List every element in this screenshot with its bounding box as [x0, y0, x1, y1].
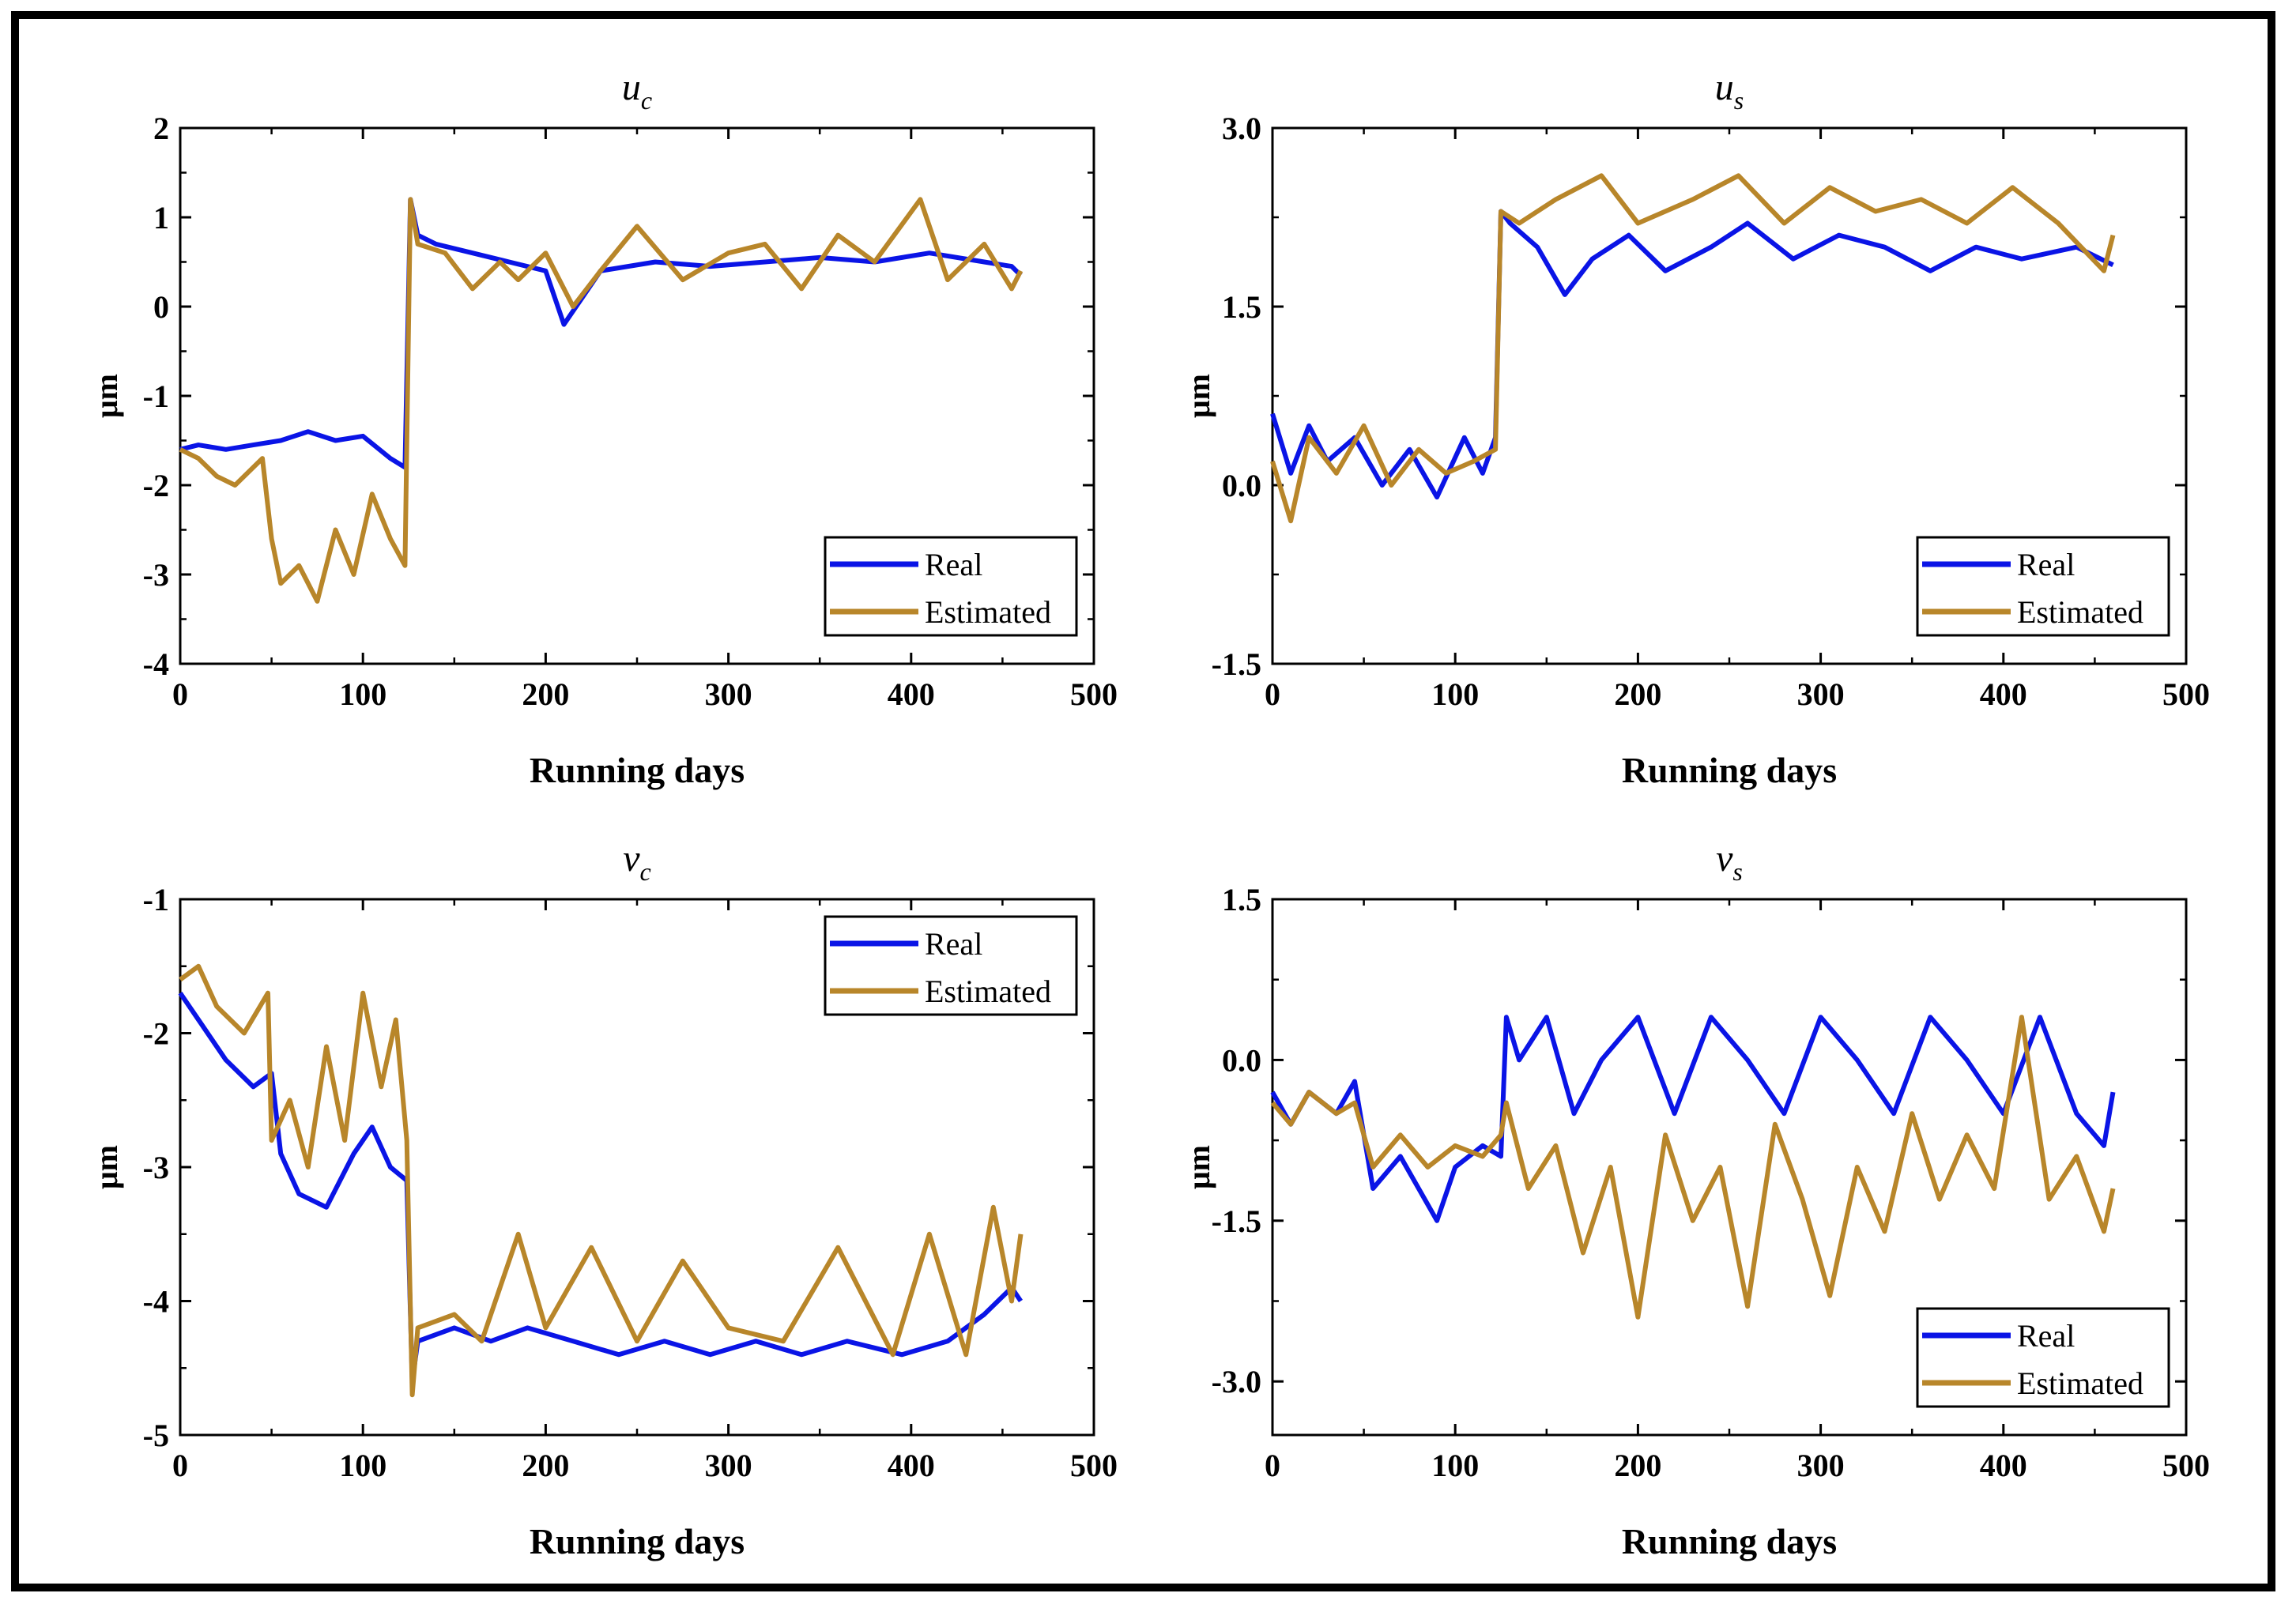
y-tick-label: 1: [153, 200, 169, 235]
x-tick-label: 200: [522, 676, 569, 712]
series-line-real: [178, 992, 1023, 1384]
chart-title: uc: [622, 66, 652, 115]
series-line-estimated: [179, 963, 1024, 1398]
x-tick-label: 300: [705, 676, 752, 712]
x-axis-label: Running days: [530, 750, 745, 790]
x-tick-label: 300: [705, 1448, 752, 1483]
chart-title: vs: [1716, 838, 1743, 886]
x-tick-label: 500: [2162, 676, 2210, 712]
y-tick-label: -4: [143, 1284, 169, 1320]
x-axis-label: Running days: [1622, 750, 1837, 790]
y-tick-label: -5: [143, 1418, 169, 1453]
y-tick-label: -3: [143, 1150, 169, 1185]
legend-box: [824, 915, 1078, 1016]
series-line-real: [179, 197, 1023, 470]
chart-panel-us: 0 100 200 300 400 500 -1.5 0.0 1.5 3.0 us Running d…: [1181, 66, 2210, 790]
legend: Real Estimated: [1916, 1307, 2170, 1408]
y-tick-label: 1.5: [1222, 289, 1261, 325]
legend-label-estimated: Estimated: [2017, 594, 2143, 630]
chart-panel-vc: 0 100 200 300 400 500 -5 -4 -3 -2 -1 vc Running days…: [89, 838, 1118, 1561]
legend-label-real: Real: [925, 926, 982, 962]
x-tick-label: 0: [172, 1448, 188, 1483]
x-tick-label: 400: [888, 1448, 935, 1483]
figure-frame: [11, 11, 2275, 1591]
y-tick-label: -3.0: [1212, 1364, 1261, 1399]
x-tick-label: 200: [1614, 676, 1661, 712]
legend: Real Estimated: [824, 536, 1078, 637]
legend-label-real: Real: [925, 547, 982, 582]
y-tick-label: -1.5: [1212, 646, 1261, 682]
legend-label-estimated: Estimated: [2017, 1365, 2143, 1401]
y-tick-label: 0.0: [1222, 468, 1261, 503]
x-tick-label: 500: [2162, 1448, 2210, 1483]
y-tick-label: 1.5: [1222, 882, 1261, 917]
chart-panel-vs: 0 100 200 300 400 500 -3.0 -1.5 0.0 1.5 vs Running …: [1181, 838, 2210, 1561]
y-tick-label: -2: [143, 468, 169, 503]
y-axis-label: μm: [1181, 374, 1216, 418]
x-tick-label: 0: [172, 676, 188, 712]
y-tick-label: -1.5: [1212, 1203, 1261, 1239]
x-tick-label: 100: [339, 1448, 386, 1483]
y-tick-label: -1: [143, 882, 169, 917]
chart-panel-uc: 0 100 200 300 400 500 -4 -3 -2 -1 0 1 2 uc Running day…: [89, 66, 1118, 790]
y-tick-label: 0.0: [1222, 1042, 1261, 1078]
series-line-estimated: [1270, 1015, 2116, 1320]
chart-title: vc: [623, 838, 651, 886]
x-tick-label: 100: [1431, 676, 1479, 712]
y-tick-label: 0: [153, 289, 169, 325]
x-tick-label: 300: [1797, 676, 1845, 712]
x-tick-label: 0: [1265, 1448, 1280, 1483]
x-tick-label: 100: [339, 676, 386, 712]
chart-title: us: [1715, 66, 1744, 115]
x-tick-label: 400: [888, 676, 935, 712]
x-tick-label: 300: [1797, 1448, 1845, 1483]
x-tick-label: 500: [1070, 1448, 1118, 1483]
legend-box: [1916, 1307, 2170, 1408]
x-tick-label: 500: [1070, 676, 1118, 712]
x-axis-label: Running days: [530, 1521, 745, 1561]
y-axis-label: μm: [1181, 1145, 1216, 1189]
series-line-real: [1270, 1015, 2116, 1223]
x-tick-label: 400: [1980, 1448, 2027, 1483]
legend-label-real: Real: [2017, 1318, 2075, 1354]
x-tick-label: 400: [1980, 676, 2027, 712]
y-tick-label: -1: [143, 379, 169, 414]
legend-label-estimated: Estimated: [925, 974, 1051, 1009]
legend-label-real: Real: [2017, 547, 2075, 582]
y-tick-label: -2: [143, 1016, 169, 1052]
legend-label-estimated: Estimated: [925, 594, 1051, 630]
series-line-estimated: [1270, 173, 2116, 524]
legend: Real Estimated: [824, 915, 1078, 1016]
y-tick-label: -3: [143, 557, 169, 593]
x-tick-label: 200: [522, 1448, 569, 1483]
y-tick-label: 2: [153, 111, 169, 146]
y-axis-label: μm: [89, 374, 124, 418]
series-line-estimated: [179, 197, 1024, 604]
y-axis-label: μm: [89, 1145, 124, 1189]
legend-box: [1916, 536, 2170, 637]
series-line-real: [1270, 209, 2114, 500]
x-axis-label: Running days: [1622, 1521, 1837, 1561]
y-tick-label: 3.0: [1222, 111, 1261, 146]
x-tick-label: 200: [1614, 1448, 1661, 1483]
y-tick-label: -4: [143, 646, 169, 682]
legend-box: [824, 536, 1078, 637]
x-tick-label: 100: [1431, 1448, 1479, 1483]
x-tick-label: 0: [1265, 676, 1280, 712]
legend: Real Estimated: [1916, 536, 2170, 637]
